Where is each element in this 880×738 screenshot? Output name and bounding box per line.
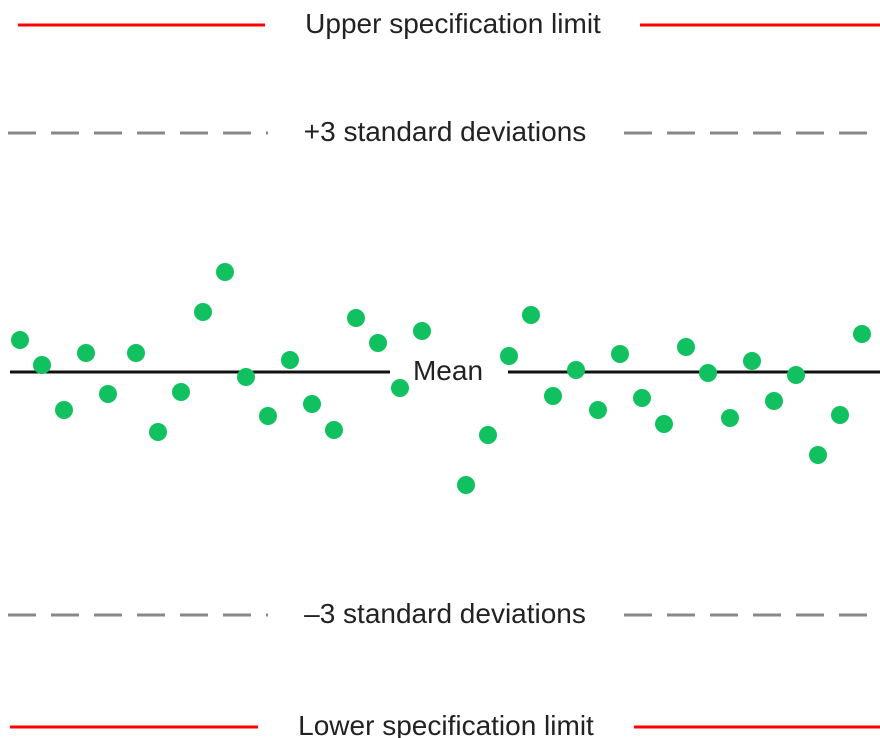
data-point [369, 334, 387, 352]
data-point [831, 406, 849, 424]
data-point [77, 344, 95, 362]
data-point [589, 401, 607, 419]
lower-spec-limit: Lower specification limit [10, 710, 880, 738]
data-point [11, 331, 29, 349]
data-point [765, 392, 783, 410]
data-point [699, 364, 717, 382]
data-point [611, 345, 629, 363]
data-point [237, 368, 255, 386]
data-point [457, 476, 475, 494]
data-point [216, 263, 234, 281]
data-point [391, 379, 409, 397]
minus-3-sigma-limit: –3 standard deviations [8, 598, 880, 629]
plus3-label: +3 standard deviations [304, 116, 587, 147]
data-point [33, 356, 51, 374]
plus-3-sigma-limit: +3 standard deviations [8, 116, 880, 147]
data-point [677, 338, 695, 356]
data-point [787, 366, 805, 384]
usl-label: Upper specification limit [305, 8, 601, 39]
data-point [149, 423, 167, 441]
data-point [303, 395, 321, 413]
data-points [11, 263, 871, 494]
data-point [743, 352, 761, 370]
data-point [127, 344, 145, 362]
data-point [413, 322, 431, 340]
data-point [281, 351, 299, 369]
data-point [99, 385, 117, 403]
data-point [172, 383, 190, 401]
mean-label: Mean [413, 355, 483, 386]
minus3-label: –3 standard deviations [304, 598, 586, 629]
data-point [500, 347, 518, 365]
mean-line-group: Mean [10, 355, 880, 386]
data-point [325, 421, 343, 439]
data-point [809, 446, 827, 464]
lsl-label: Lower specification limit [298, 710, 594, 738]
data-point [655, 415, 673, 433]
data-point [259, 407, 277, 425]
data-point [544, 387, 562, 405]
data-point [567, 361, 585, 379]
data-point [194, 303, 212, 321]
data-point [479, 426, 497, 444]
data-point [55, 401, 73, 419]
data-point [633, 389, 651, 407]
data-point [853, 325, 871, 343]
upper-spec-limit: Upper specification limit [18, 8, 880, 39]
data-point [721, 409, 739, 427]
data-point [347, 309, 365, 327]
data-point [522, 306, 540, 324]
